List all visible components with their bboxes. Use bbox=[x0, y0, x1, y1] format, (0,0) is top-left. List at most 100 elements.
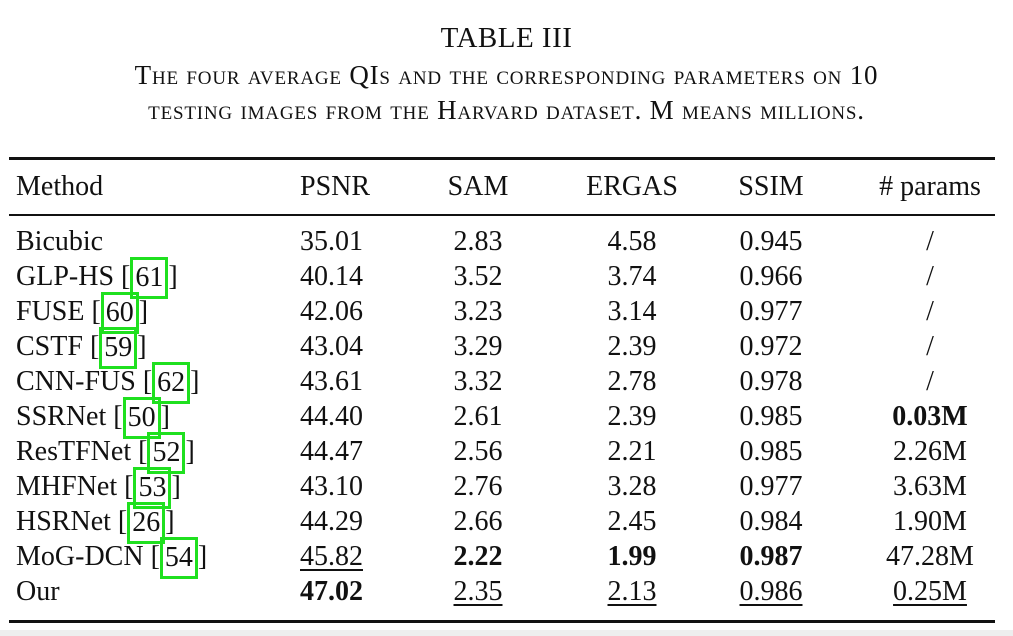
page-edge bbox=[0, 630, 1013, 636]
ergas-cell: 4.58 bbox=[607, 226, 657, 257]
psnr-cell: 35.01 bbox=[300, 226, 363, 257]
ssim-cell: 0.977 bbox=[739, 471, 803, 502]
caption-line-2: testing images from the Harvard dataset.… bbox=[148, 95, 865, 125]
params-cell: / bbox=[926, 261, 934, 292]
method-cell: CNN-FUS [62] bbox=[16, 362, 199, 404]
psnr-cell: 44.29 bbox=[300, 506, 363, 537]
params-cell: 2.26M bbox=[893, 436, 967, 467]
method-cell: MoG-DCN [54] bbox=[16, 537, 207, 579]
header-rule bbox=[9, 214, 995, 216]
sam-cell: 2.22 bbox=[453, 541, 503, 572]
ergas-cell: 2.13 bbox=[607, 576, 657, 607]
header-method: Method bbox=[16, 171, 104, 202]
citation-ref[interactable]: 60 bbox=[100, 292, 139, 334]
ergas-cell: 2.39 bbox=[607, 331, 657, 362]
ergas-cell: 3.28 bbox=[607, 471, 657, 502]
sam-cell: 2.35 bbox=[453, 576, 503, 607]
sam-cell: 2.61 bbox=[453, 401, 503, 432]
method-cell: Bicubic bbox=[16, 226, 103, 258]
params-cell: 0.03M bbox=[892, 401, 968, 432]
citation-ref[interactable]: 50 bbox=[122, 397, 161, 439]
ssim-cell: 0.986 bbox=[739, 576, 803, 607]
psnr-cell: 44.47 bbox=[300, 436, 363, 467]
params-cell: / bbox=[926, 366, 934, 397]
method-name: FUSE bbox=[16, 296, 85, 327]
ergas-cell: 1.99 bbox=[607, 541, 657, 572]
psnr-cell: 43.04 bbox=[300, 331, 363, 362]
sam-cell: 3.29 bbox=[453, 331, 503, 362]
method-name: HSRNet bbox=[16, 506, 111, 537]
params-cell: 47.28M bbox=[886, 541, 974, 572]
params-cell: 0.25M bbox=[893, 576, 967, 607]
table-caption: The four average QIs and the correspondi… bbox=[0, 58, 1013, 128]
method-cell: CSTF [59] bbox=[16, 327, 147, 369]
header-params: # params bbox=[879, 171, 981, 202]
sam-cell: 3.23 bbox=[453, 296, 503, 327]
ssim-cell: 0.945 bbox=[739, 226, 803, 257]
method-name: MoG-DCN bbox=[16, 541, 144, 572]
params-cell: / bbox=[926, 226, 934, 257]
header-sam: SAM bbox=[447, 171, 509, 202]
ergas-cell: 3.14 bbox=[607, 296, 657, 327]
method-name: Bicubic bbox=[16, 226, 104, 257]
sam-cell: 3.32 bbox=[453, 366, 503, 397]
header-psnr: PSNR bbox=[300, 171, 371, 202]
method-cell: FUSE [60] bbox=[16, 292, 148, 334]
ssim-cell: 0.984 bbox=[739, 506, 803, 537]
citation-ref[interactable]: 61 bbox=[130, 257, 169, 299]
caption-line-1: The four average QIs and the correspondi… bbox=[134, 60, 879, 90]
header-ergas: ERGAS bbox=[586, 171, 678, 202]
method-name: SSRNet bbox=[16, 401, 107, 432]
sam-cell: 3.52 bbox=[453, 261, 503, 292]
method-name: ResTFNet bbox=[16, 436, 132, 467]
ergas-cell: 2.21 bbox=[607, 436, 657, 467]
top-rule bbox=[9, 157, 995, 160]
psnr-cell: 43.10 bbox=[300, 471, 363, 502]
citation-ref[interactable]: 54 bbox=[159, 537, 198, 579]
method-name: Our bbox=[16, 576, 60, 607]
header-ssim: SSIM bbox=[738, 171, 804, 202]
params-cell: 3.63M bbox=[893, 471, 967, 502]
ergas-cell: 2.45 bbox=[607, 506, 657, 537]
psnr-cell: 40.14 bbox=[300, 261, 363, 292]
params-cell: / bbox=[926, 331, 934, 362]
ssim-cell: 0.978 bbox=[739, 366, 803, 397]
citation-ref[interactable]: 62 bbox=[152, 362, 191, 404]
method-cell: GLP-HS [61] bbox=[16, 257, 178, 299]
sam-cell: 2.56 bbox=[453, 436, 503, 467]
method-cell: MHFNet [53] bbox=[16, 467, 181, 509]
citation-ref[interactable]: 59 bbox=[99, 327, 138, 369]
ergas-cell: 2.39 bbox=[607, 401, 657, 432]
psnr-cell: 42.06 bbox=[300, 296, 363, 327]
ergas-cell: 2.78 bbox=[607, 366, 657, 397]
sam-cell: 2.66 bbox=[453, 506, 503, 537]
method-cell: SSRNet [50] bbox=[16, 397, 170, 439]
ssim-cell: 0.977 bbox=[739, 296, 803, 327]
params-cell: / bbox=[926, 296, 934, 327]
bottom-rule bbox=[9, 620, 995, 623]
psnr-cell: 45.82 bbox=[300, 541, 363, 572]
method-name: CNN-FUS bbox=[16, 366, 136, 397]
psnr-cell: 44.40 bbox=[300, 401, 363, 432]
ssim-cell: 0.985 bbox=[739, 401, 803, 432]
citation-ref[interactable]: 26 bbox=[127, 502, 166, 544]
method-cell: HSRNet [26] bbox=[16, 502, 175, 544]
params-cell: 1.90M bbox=[893, 506, 967, 537]
method-name: GLP-HS bbox=[16, 261, 115, 292]
citation-ref[interactable]: 52 bbox=[147, 432, 186, 474]
method-cell: Our bbox=[16, 576, 60, 608]
ssim-cell: 0.987 bbox=[739, 541, 803, 572]
ssim-cell: 0.985 bbox=[739, 436, 803, 467]
method-name: CSTF bbox=[16, 331, 83, 362]
sam-cell: 2.76 bbox=[453, 471, 503, 502]
method-cell: ResTFNet [52] bbox=[16, 432, 195, 474]
ssim-cell: 0.972 bbox=[739, 331, 803, 362]
sam-cell: 2.83 bbox=[453, 226, 503, 257]
citation-ref[interactable]: 53 bbox=[133, 467, 172, 509]
psnr-cell: 43.61 bbox=[300, 366, 363, 397]
ergas-cell: 3.74 bbox=[607, 261, 657, 292]
ssim-cell: 0.966 bbox=[739, 261, 803, 292]
table-title: TABLE III bbox=[440, 22, 573, 54]
method-name: MHFNet bbox=[16, 471, 118, 502]
psnr-cell: 47.02 bbox=[300, 576, 363, 607]
